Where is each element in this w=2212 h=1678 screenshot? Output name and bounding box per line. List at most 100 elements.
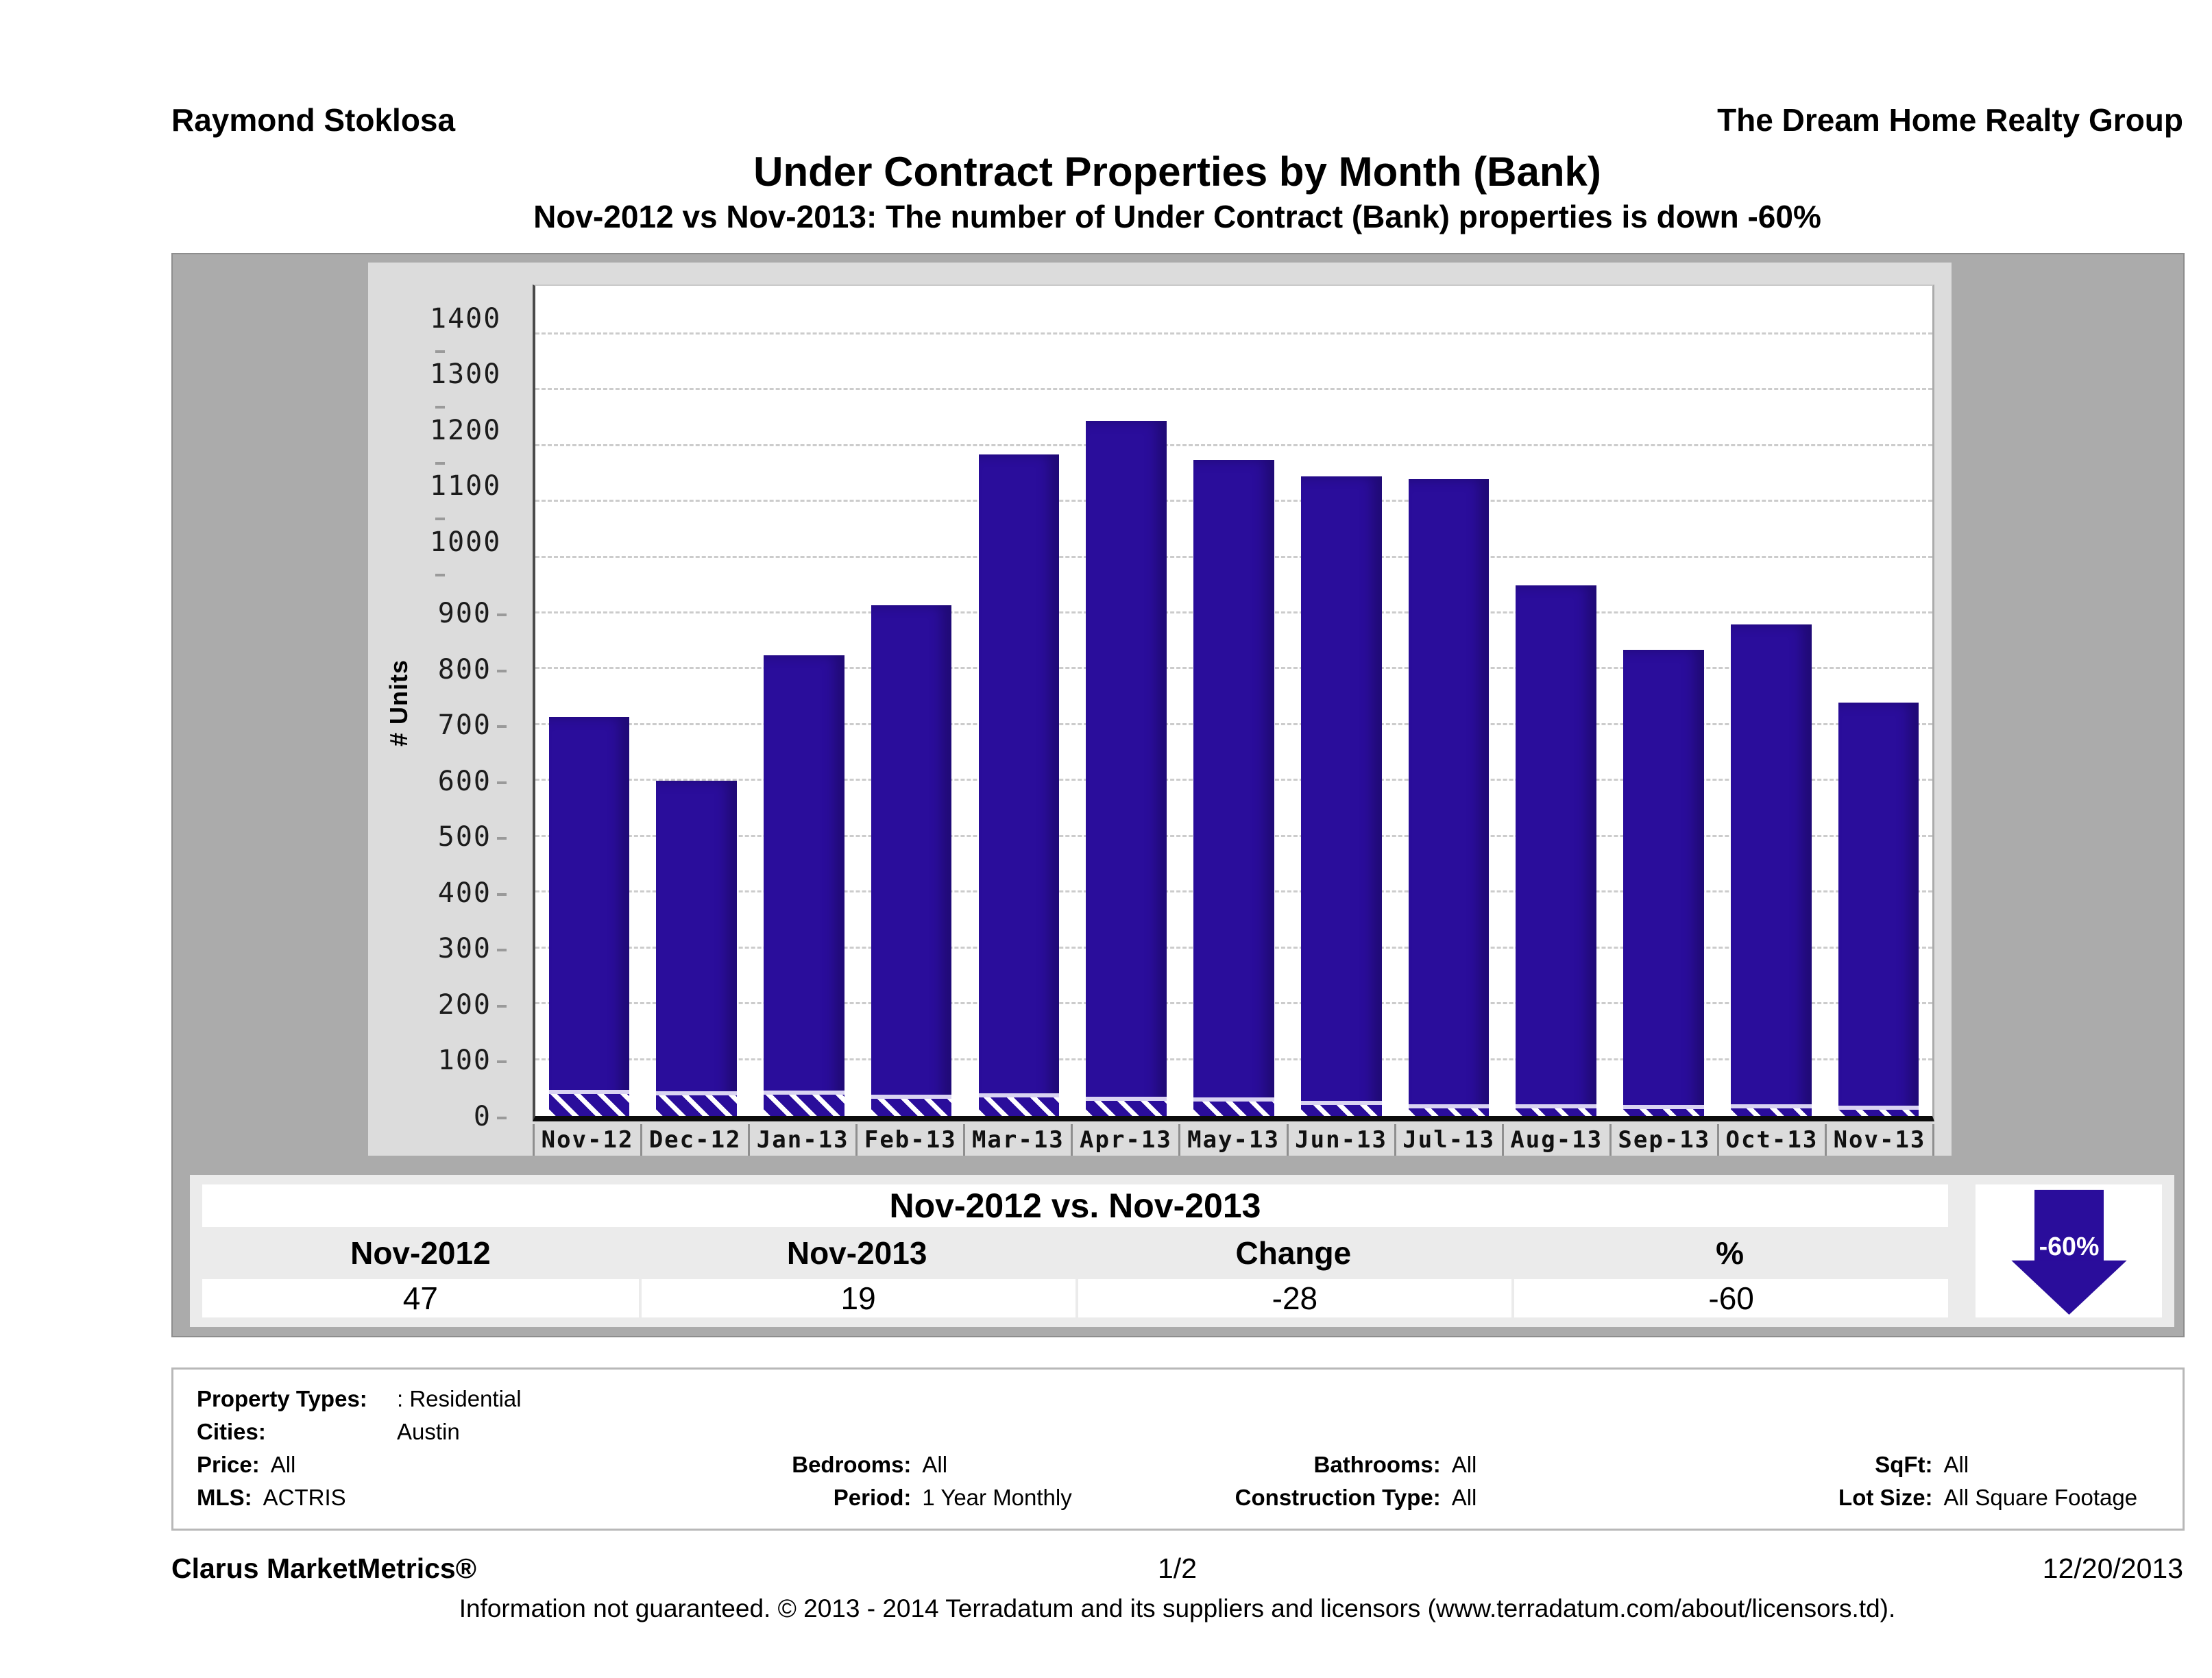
bar-oct-13 [1717,286,1825,1116]
summary-col-nov2012: Nov-2012 [350,1235,491,1271]
criteria-sqft: SqFt: All [1727,1452,2159,1478]
y-tick-label: 800 [438,654,507,685]
report-header: Raymond Stoklosa The Dream Home Realty G… [171,101,2183,138]
chart-container: # Units 0 100 200 300 400 500 600 700 800 900 1000… [171,253,2185,1337]
criteria-row-2: MLS: ACTRIS Period: 1 Year Monthly Const… [197,1485,2159,1511]
bar-sep-13 [1610,286,1718,1116]
report-title: Under Contract Properties by Month (Bank… [753,149,1601,195]
down-arrow-icon: -60% [2010,1189,2127,1315]
y-tick-label: 1200 [430,415,507,478]
bar-total [764,655,844,1116]
x-tick-label: Jan-13 [748,1124,855,1156]
period-label: Period: [833,1485,912,1510]
property-types-value: : Residential [397,1386,522,1411]
bar-total [1300,476,1382,1116]
bar-bank-hatch [1408,1104,1490,1116]
bar-total [871,605,952,1116]
x-tick-label: Apr-13 [1071,1124,1178,1156]
bar-total [978,454,1060,1116]
bar-jun-13 [1287,286,1395,1116]
bar-jul-13 [1395,286,1503,1116]
criteria-box: Property Types: : Residential Cities: Au… [171,1367,2185,1531]
summary-col-percent: % [1716,1235,1745,1271]
bedrooms-value: All [922,1452,948,1477]
x-tick-label: Feb-13 [855,1124,963,1156]
y-axis-title: # Units [385,659,413,747]
y-tick-label: 1000 [430,526,507,589]
x-tick-label: Nov-12 [533,1124,640,1156]
y-tick-label: 1100 [430,470,507,533]
sqft-label: SqFt: [1875,1452,1933,1477]
criteria-period: Period: 1 Year Monthly [668,1485,1178,1511]
criteria-property-types: Property Types: : Residential [197,1386,2159,1412]
mls-value: ACTRIS [263,1485,346,1510]
mls-label: MLS: [197,1485,252,1510]
bar-jan-13 [751,286,858,1116]
summary-panel: Nov-2012 vs. Nov-2013 Nov-2012 Nov-2013 … [190,1175,2174,1327]
bar-feb-13 [858,286,965,1116]
summary-col-nov2013: Nov-2013 [786,1235,927,1271]
bar-bank-hatch [871,1095,952,1116]
bar-bank-hatch [548,1089,630,1116]
gridline [535,388,1932,391]
bar-apr-13 [1073,286,1180,1116]
criteria-price: Price: All [197,1452,668,1478]
criteria-bathrooms: Bathrooms: All [1178,1452,1727,1478]
disclaimer-text: Information not guaranteed. © 2013 - 201… [459,1594,1896,1622]
x-tick-label: Sep-13 [1609,1124,1717,1156]
arrow-percent-label: -60% [2039,1232,2099,1261]
brand-name: Clarus MarketMetrics® [171,1553,476,1584]
brokerage-name: The Dream Home Realty Group [1717,102,2183,138]
bar-bank-hatch [1838,1105,1919,1116]
x-tick-label: Jul-13 [1394,1124,1502,1156]
value-nov2012: 47 [402,1280,438,1316]
summary-title: Nov-2012 vs. Nov-2013 [202,1184,1948,1227]
criteria-cities: Cities: Austin [197,1419,2159,1445]
bar-total [548,716,630,1116]
summary-value-row: 47 19 -28 -60 [202,1278,1948,1317]
x-tick-label: Oct-13 [1716,1124,1825,1156]
cities-value: Austin [397,1419,460,1444]
bar-bank-hatch [1516,1104,1597,1116]
criteria-lot-size: Lot Size: All Square Footage [1727,1485,2159,1511]
value-change: -28 [1075,1278,1512,1317]
y-tick-label: 900 [438,598,507,629]
bar-bank-hatch [1193,1097,1274,1116]
x-tick-label: Dec-12 [640,1124,748,1156]
price-label: Price: [197,1452,260,1477]
bar-bank-hatch [764,1090,844,1116]
bedrooms-label: Bedrooms: [792,1452,912,1477]
y-tick-label: 1300 [430,358,507,422]
bar-total [1086,420,1167,1116]
bar-series [535,286,1932,1116]
criteria-bedrooms: Bedrooms: All [668,1452,1178,1478]
bar-nov-13 [1825,286,1932,1116]
sqft-value: All [1943,1452,1969,1477]
y-axis-ticks: 0 100 200 300 400 500 600 700 800 900 1000 1100 1200… [430,286,533,1132]
bar-nov-12 [535,286,643,1116]
summary-col-change: Change [1235,1235,1352,1271]
lot-size-label: Lot Size: [1838,1485,1933,1510]
report-subtitle: Nov-2012 vs Nov-2013: The number of Unde… [533,199,1821,234]
bar-mar-13 [965,286,1073,1116]
construction-type-value: All [1451,1485,1477,1510]
gridline [535,332,1932,335]
bathrooms-value: All [1451,1452,1477,1477]
y-tick-label: 700 [438,709,507,741]
criteria-mls: MLS: ACTRIS [197,1485,668,1511]
bathrooms-label: Bathrooms: [1313,1452,1441,1477]
bar-total [1838,703,1919,1116]
construction-type-label: Construction Type: [1235,1485,1441,1510]
bar-bank-hatch [1300,1101,1382,1116]
bar-aug-13 [1503,286,1610,1116]
report-date: 12/20/2013 [2042,1553,2183,1584]
y-tick-label: 500 [438,821,507,853]
y-tick-label: 200 [438,989,507,1021]
bar-bank-hatch [1623,1104,1704,1116]
bar-total [656,781,737,1116]
bar-total [1408,479,1490,1116]
y-tick-label: 300 [438,933,507,964]
x-tick-label: May-13 [1178,1124,1286,1156]
y-tick-label: 600 [438,766,507,797]
